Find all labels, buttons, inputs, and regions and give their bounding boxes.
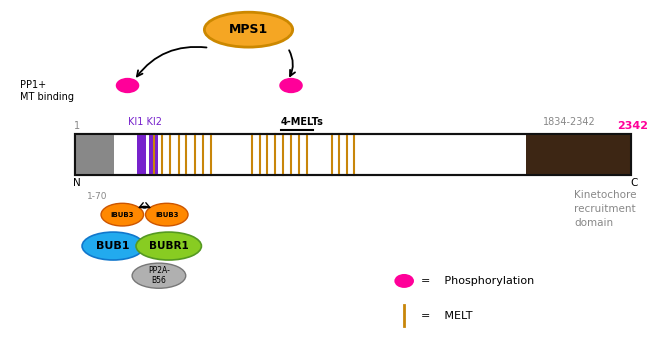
Text: C: C <box>630 178 638 188</box>
Ellipse shape <box>101 203 144 226</box>
Text: =    Phosphorylation: = Phosphorylation <box>421 276 534 286</box>
Ellipse shape <box>132 263 186 288</box>
Text: Kinetochore
recruitment
domain: Kinetochore recruitment domain <box>574 190 637 228</box>
Bar <box>149 134 158 174</box>
Text: 1-70: 1-70 <box>86 192 107 201</box>
Text: 2342: 2342 <box>617 121 649 131</box>
Ellipse shape <box>146 203 188 226</box>
Ellipse shape <box>204 12 293 47</box>
Text: iBUB3: iBUB3 <box>155 211 179 218</box>
Text: iBUB3: iBUB3 <box>111 211 134 218</box>
Ellipse shape <box>82 232 144 260</box>
Bar <box>526 134 631 174</box>
Bar <box>75 134 631 174</box>
FancyArrowPatch shape <box>289 50 295 76</box>
Text: BUBR1: BUBR1 <box>149 241 188 251</box>
Text: 4-MELTs: 4-MELTs <box>281 117 324 127</box>
Bar <box>137 134 146 174</box>
Ellipse shape <box>394 274 414 288</box>
FancyArrowPatch shape <box>137 47 207 76</box>
Text: 1834-2342: 1834-2342 <box>543 117 595 127</box>
Text: MPS1: MPS1 <box>229 23 268 36</box>
Bar <box>75 134 631 174</box>
Text: BUB1: BUB1 <box>96 241 130 251</box>
Text: =    MELT: = MELT <box>421 311 472 321</box>
Text: 1: 1 <box>74 121 80 131</box>
Text: PP2A-
B56: PP2A- B56 <box>148 266 170 285</box>
Ellipse shape <box>279 78 303 93</box>
Bar <box>75 134 114 174</box>
Ellipse shape <box>136 232 201 260</box>
Ellipse shape <box>116 78 139 93</box>
Text: N: N <box>73 178 81 188</box>
Text: KI1 KI2: KI1 KI2 <box>128 117 162 127</box>
Text: PP1+
MT binding: PP1+ MT binding <box>20 80 74 102</box>
